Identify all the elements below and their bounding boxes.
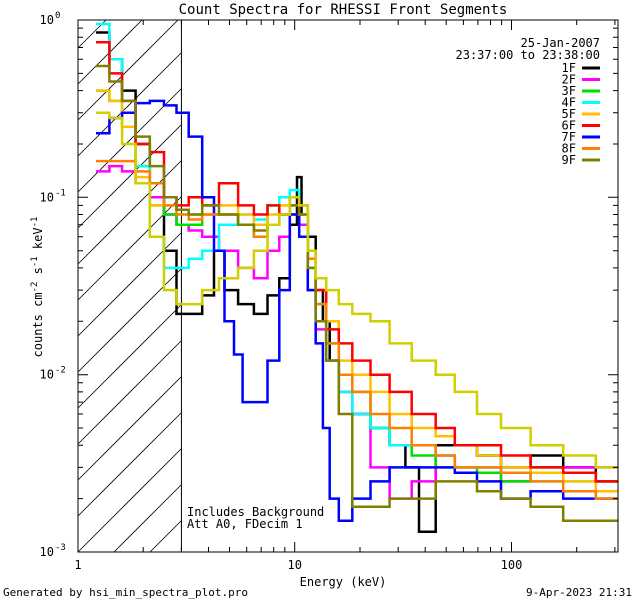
series-line-9f — [96, 64, 618, 523]
footer-generated-by: Generated by hsi_min_spectra_plot.pro — [3, 586, 248, 599]
series-line-extra-9 — [96, 111, 618, 469]
y-tick-label: 10 — [40, 190, 54, 204]
legend-label-7f: 7F — [562, 130, 576, 144]
annotation-background: Includes Background — [187, 505, 324, 519]
chart-title: Count Spectra for RHESSI Front Segments — [179, 2, 508, 18]
legend-label-4f: 4F — [562, 96, 576, 110]
legend-label-6f: 6F — [562, 119, 576, 133]
series-layer — [96, 22, 618, 534]
y-tick-exponent: 0 — [55, 11, 60, 21]
plot-frame — [77, 19, 619, 553]
x-axis-label: Energy (keV) — [300, 575, 387, 589]
legend-label-9f: 9F — [562, 153, 576, 167]
legend-label-2f: 2F — [562, 73, 576, 87]
legend-label-8f: 8F — [562, 142, 576, 156]
legend-label-3f: 3F — [562, 84, 576, 98]
y-tick-label: 10 — [40, 545, 54, 559]
y-tick-exponent: -3 — [55, 543, 66, 553]
y-tick-exponent: -1 — [55, 188, 66, 198]
hatched-region — [77, 19, 182, 553]
date-label: 25-Jan-2007 — [521, 36, 600, 50]
footer-date: 9-Apr-2023 21:31 — [526, 586, 632, 599]
y-tick-exponent: -2 — [55, 366, 66, 376]
y-tick-label: 10 — [40, 13, 54, 27]
tick-marks — [77, 19, 618, 553]
y-axis-label: counts cm-2 s-1 keV-1 — [30, 217, 45, 358]
x-tick-label: 10 — [288, 558, 302, 572]
x-tick-label: 100 — [501, 558, 523, 572]
x-tick-label: 1 — [74, 558, 81, 572]
legend-label-1f: 1F — [562, 61, 576, 75]
axis-ticks — [77, 19, 618, 553]
time-range-label: 23:37:00 to 23:38:00 — [456, 48, 601, 62]
legend-label-5f: 5F — [562, 107, 576, 121]
annotation-attenuator: Att A0, FDecim 1 — [187, 517, 303, 531]
series-line-7f — [96, 99, 618, 523]
y-tick-label: 10 — [40, 368, 54, 382]
